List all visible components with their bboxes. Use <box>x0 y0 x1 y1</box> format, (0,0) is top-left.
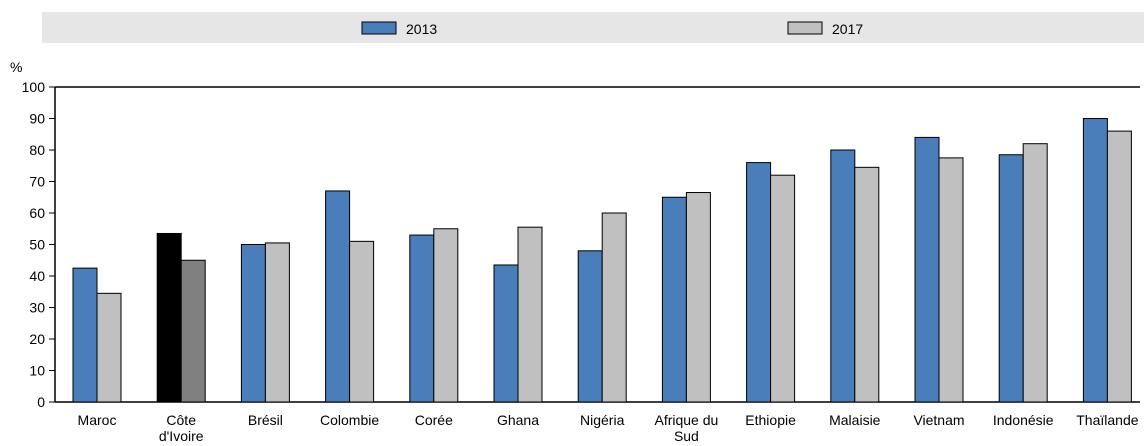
category-label-line: Sud <box>674 428 699 444</box>
category-label-4: Corée <box>415 412 453 428</box>
bar-2013-10 <box>914 136 940 403</box>
bar-2013-12 <box>1082 118 1108 403</box>
y-tick-label-50: 50 <box>29 237 45 253</box>
category-label-line: d'Ivoire <box>159 428 204 444</box>
bar-2017-7 <box>685 192 711 403</box>
bar-2017-11 <box>1022 143 1048 403</box>
y-axis-unit-label: % <box>10 59 22 75</box>
category-label-12: Thaïlande <box>1076 412 1138 428</box>
bar-2013-7 <box>661 196 687 403</box>
category-label-line: Ethiopie <box>745 412 796 428</box>
bar-2017-12 <box>1106 130 1132 403</box>
legend-swatch-2013 <box>361 21 397 35</box>
bar-2017-3 <box>349 240 375 403</box>
legend-label-2013: 2013 <box>406 21 437 37</box>
category-label-line: Côte <box>166 412 196 428</box>
bar-2013-1 <box>156 232 182 403</box>
y-tick-label-20: 20 <box>29 331 45 347</box>
bar-2013-3 <box>325 190 351 403</box>
category-label-line: Afrique du <box>654 412 718 428</box>
category-label-11: Indonésie <box>993 412 1054 428</box>
bar-2013-2 <box>240 244 266 403</box>
y-tick-label-80: 80 <box>29 142 45 158</box>
category-label-0: Maroc <box>78 412 117 428</box>
category-label-line: Nigéria <box>580 412 625 428</box>
bar-2017-10 <box>938 157 964 403</box>
category-label-line: Brésil <box>248 412 283 428</box>
bar-2013-9 <box>830 149 856 403</box>
bar-2017-2 <box>264 242 290 403</box>
category-label-line: Vietnam <box>913 412 964 428</box>
category-label-6: Nigéria <box>580 412 625 428</box>
bar-2013-5 <box>493 264 519 403</box>
category-label-line: Maroc <box>78 412 117 428</box>
category-label-2: Brésil <box>248 412 283 428</box>
category-label-9: Malaisie <box>829 412 881 428</box>
category-label-line: Colombie <box>320 412 379 428</box>
category-label-line: Ghana <box>497 412 539 428</box>
y-tick-label-70: 70 <box>29 174 45 190</box>
category-label-line: Malaisie <box>829 412 881 428</box>
category-label-7: Afrique du Sud <box>654 412 718 444</box>
bar-2017-1 <box>180 259 206 403</box>
y-tick-label-90: 90 <box>29 111 45 127</box>
category-label-1: Côte d'Ivoire <box>159 412 204 444</box>
category-label-5: Ghana <box>497 412 539 428</box>
y-tick-label-30: 30 <box>29 300 45 316</box>
category-label-3: Colombie <box>320 412 379 428</box>
category-label-line: Indonésie <box>993 412 1054 428</box>
y-tick-label-40: 40 <box>29 268 45 284</box>
legend-label-2017: 2017 <box>832 21 863 37</box>
bar-2013-4 <box>409 234 435 403</box>
bar-2017-5 <box>517 226 543 403</box>
y-tick-label-60: 60 <box>29 205 45 221</box>
bar-2017-9 <box>854 166 880 403</box>
bar-2017-8 <box>770 174 796 403</box>
y-tick-label-100: 100 <box>22 79 46 95</box>
bar-2013-0 <box>72 267 98 403</box>
y-tick-label-10: 10 <box>29 363 45 379</box>
bar-2013-6 <box>577 250 603 403</box>
category-label-line: Thaïlande <box>1076 412 1138 428</box>
bar-2017-0 <box>96 292 122 403</box>
bar-2017-4 <box>433 228 459 403</box>
bar-2013-8 <box>746 162 772 403</box>
y-tick-label-0: 0 <box>37 394 45 410</box>
category-label-line: Corée <box>415 412 453 428</box>
category-label-10: Vietnam <box>913 412 964 428</box>
category-label-8: Ethiopie <box>745 412 796 428</box>
legend-background <box>42 12 1144 43</box>
bar-2017-6 <box>601 212 627 403</box>
bar-2013-11 <box>998 154 1024 403</box>
legend-swatch-2017 <box>787 21 823 35</box>
